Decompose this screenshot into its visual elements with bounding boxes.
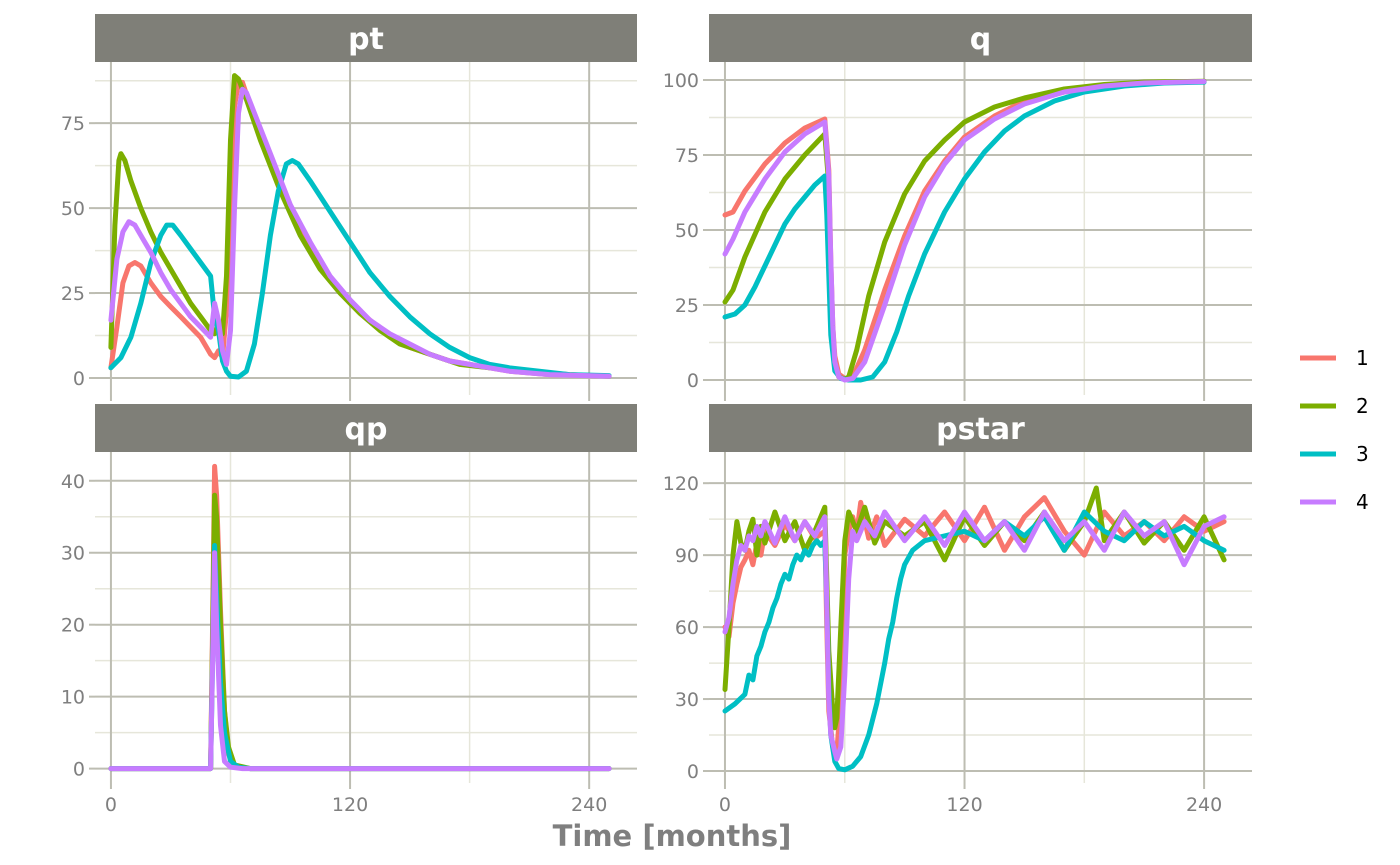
x-axis-title: Time [months] (553, 819, 792, 853)
panel-q: q 0 25 50 75 100 (663, 14, 1252, 401)
y-tick-label: 0 (73, 759, 85, 781)
series-line-3 (108, 158, 612, 380)
y-tick-label: 40 (61, 471, 85, 493)
x-tick-label: 0 (105, 794, 117, 816)
legend-item-2: 2 (1300, 394, 1369, 418)
strip-label: pt (348, 22, 384, 57)
series-line-4 (108, 86, 612, 379)
series-line-1 (108, 463, 612, 772)
y-tick-label: 30 (61, 543, 85, 565)
x-tick-label: 240 (1186, 794, 1222, 816)
y-tick-label: 25 (61, 283, 85, 305)
panel-qp: qp 0 10 20 30 40 0 120 240 (61, 404, 637, 816)
legend-label: 1 (1356, 346, 1369, 370)
legend-item-3: 3 (1300, 442, 1369, 466)
panel-pt: pt 0 25 50 75 (61, 14, 637, 401)
y-tick-label: 50 (675, 220, 699, 242)
y-tick-label: 120 (663, 473, 699, 495)
x-tick-label: 0 (719, 794, 731, 816)
strip-label: qp (345, 412, 388, 447)
strip-label: pstar (936, 412, 1025, 447)
legend-label: 3 (1356, 442, 1369, 466)
y-tick-label: 60 (675, 617, 699, 639)
y-tick-label: 75 (61, 113, 85, 135)
legend-item-4: 4 (1300, 490, 1369, 514)
x-tick-label: 120 (332, 794, 368, 816)
y-tick-label: 0 (73, 368, 85, 390)
y-tick-label: 0 (687, 761, 699, 783)
strip-background (95, 404, 637, 452)
panel-pstar: pstar 0 30 60 90 120 0 120 240 (663, 404, 1252, 816)
series-line-2 (722, 485, 1227, 731)
strip-background (95, 14, 637, 62)
y-tick-label: 0 (687, 370, 699, 392)
y-tick-label: 50 (61, 198, 85, 220)
series-line-2 (108, 73, 612, 379)
series-line-4 (722, 79, 1207, 383)
series-line-4 (722, 509, 1227, 762)
strip-background (709, 404, 1252, 452)
series-line-3 (108, 543, 612, 772)
y-tick-label: 90 (675, 545, 699, 567)
y-tick-label: 10 (61, 687, 85, 709)
series-line-4 (108, 550, 612, 772)
legend-label: 2 (1356, 394, 1369, 418)
strip-background (709, 14, 1252, 62)
y-tick-label: 100 (663, 70, 699, 92)
legend-label: 4 (1356, 490, 1369, 514)
legend: 1 2 3 4 (1300, 346, 1369, 514)
series-line-1 (108, 79, 612, 379)
y-tick-label: 25 (675, 295, 699, 317)
y-tick-label: 30 (675, 689, 699, 711)
series-line-3 (722, 509, 1227, 773)
legend-item-1: 1 (1300, 346, 1369, 370)
strip-label: q (970, 22, 991, 57)
x-tick-label: 240 (571, 794, 607, 816)
y-tick-label: 75 (675, 145, 699, 167)
y-tick-label: 20 (61, 615, 85, 637)
x-tick-label: 120 (946, 794, 982, 816)
series-line-2 (108, 492, 612, 772)
